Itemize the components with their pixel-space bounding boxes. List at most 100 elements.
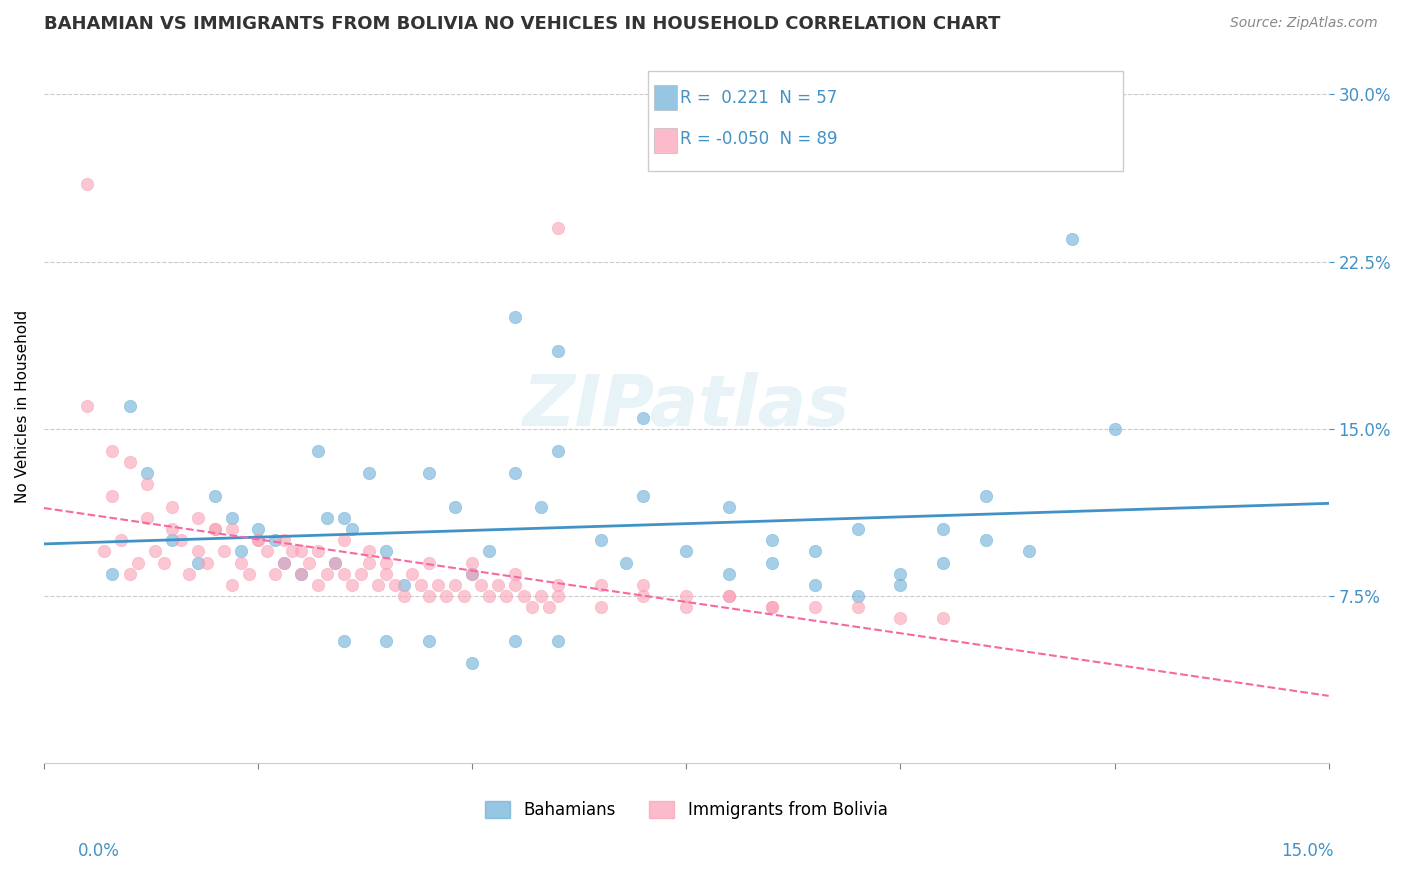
Point (418, 633, 440, 648)
Point (718, 589, 741, 603)
Point (332, 533, 354, 548)
Point (974, 533, 997, 548)
Point (162, 533, 184, 548)
Point (229, 544, 252, 558)
Point (418, 556, 440, 570)
Point (298, 556, 321, 570)
Point (273, 556, 295, 570)
Point (1060, 232, 1083, 246)
Point (512, 589, 534, 603)
Point (350, 566, 373, 581)
Point (444, 578, 467, 592)
Point (332, 511, 354, 525)
Point (273, 556, 295, 570)
Point (187, 556, 209, 570)
Text: ZIPatlas: ZIPatlas (523, 372, 851, 441)
Point (93, 544, 115, 558)
Point (461, 566, 484, 581)
Point (135, 477, 157, 491)
Point (846, 589, 869, 603)
Point (761, 556, 783, 570)
Point (101, 566, 124, 581)
Point (264, 566, 287, 581)
Point (179, 566, 201, 581)
Text: R =  0.221  N = 57: R = 0.221 N = 57 (681, 88, 837, 107)
Point (846, 600, 869, 615)
Point (478, 544, 501, 558)
Point (323, 556, 346, 570)
Point (247, 533, 270, 548)
Point (633, 410, 655, 425)
Point (307, 578, 329, 592)
Point (530, 500, 553, 514)
Point (323, 556, 346, 570)
Point (503, 310, 526, 325)
Point (675, 589, 697, 603)
Point (974, 489, 997, 503)
Point (547, 221, 569, 235)
Point (761, 533, 783, 548)
Point (614, 556, 637, 570)
Point (135, 511, 157, 525)
Y-axis label: No Vehicles in Household: No Vehicles in Household (15, 310, 30, 503)
Point (76, 177, 98, 191)
Point (127, 556, 149, 570)
Point (187, 511, 209, 525)
Point (392, 578, 415, 592)
Point (76, 400, 98, 414)
Point (315, 566, 337, 581)
FancyBboxPatch shape (654, 86, 678, 111)
Point (221, 511, 243, 525)
FancyBboxPatch shape (648, 71, 1123, 171)
Point (547, 589, 569, 603)
Point (444, 500, 467, 514)
Point (187, 544, 209, 558)
Point (229, 556, 252, 570)
Point (256, 544, 278, 558)
Point (418, 589, 440, 603)
Point (453, 589, 475, 603)
Point (221, 578, 243, 592)
Point (1104, 422, 1126, 436)
Point (342, 578, 364, 592)
Point (889, 566, 911, 581)
Point (247, 522, 270, 536)
Point (761, 600, 783, 615)
Point (803, 600, 825, 615)
Point (503, 578, 526, 592)
Point (342, 522, 364, 536)
Point (367, 578, 389, 592)
Point (633, 578, 655, 592)
Point (461, 656, 484, 670)
Point (589, 578, 612, 592)
Point (436, 589, 458, 603)
Point (332, 633, 354, 648)
FancyBboxPatch shape (654, 128, 678, 153)
Text: 0.0%: 0.0% (77, 842, 120, 860)
Point (375, 544, 398, 558)
Point (478, 589, 501, 603)
Point (589, 533, 612, 548)
Text: BAHAMIAN VS IMMIGRANTS FROM BOLIVIA NO VEHICLES IN HOUSEHOLD CORRELATION CHART: BAHAMIAN VS IMMIGRANTS FROM BOLIVIA NO V… (44, 15, 1000, 33)
Point (547, 444, 569, 458)
Point (375, 633, 398, 648)
Point (247, 533, 270, 548)
Point (170, 533, 193, 548)
Point (486, 578, 509, 592)
Point (401, 566, 423, 581)
Point (204, 522, 226, 536)
Point (307, 544, 329, 558)
Point (290, 566, 312, 581)
Point (332, 566, 354, 581)
Text: 15.0%: 15.0% (1281, 842, 1334, 860)
Point (162, 522, 184, 536)
Legend: Bahamians, Immigrants from Bolivia: Bahamians, Immigrants from Bolivia (478, 795, 894, 826)
Point (889, 578, 911, 592)
Point (889, 611, 911, 625)
Point (392, 589, 415, 603)
Point (547, 578, 569, 592)
Point (803, 578, 825, 592)
Text: R = -0.050  N = 89: R = -0.050 N = 89 (681, 130, 838, 148)
Point (633, 589, 655, 603)
Point (359, 556, 381, 570)
